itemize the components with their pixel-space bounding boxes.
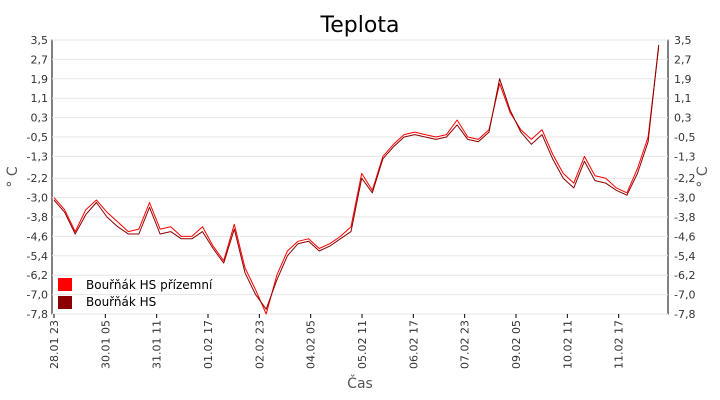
x-tick-label: 02.02 23	[253, 320, 266, 369]
series-line-1	[53, 47, 660, 315]
y-tick-label-left: -4,6	[27, 230, 48, 243]
y-tick-label-left: -0,5	[27, 131, 48, 144]
legend: Bouřňák HS přízemní Bouřňák HS	[58, 278, 213, 309]
x-axis-label: Čas	[347, 374, 373, 392]
x-tick-label: 09.02 05	[510, 320, 523, 369]
x-tick-label: 31.01 11	[151, 320, 164, 369]
y-tick-label-right: -3,8	[674, 211, 695, 224]
y-tick-label-right: -1,3	[674, 150, 695, 163]
x-tick-label: 04.02 05	[305, 320, 318, 369]
y-tick-label-left: 3,5	[31, 34, 49, 47]
x-tick-label: 06.02 17	[407, 320, 420, 369]
y-tick-label-left: -2,2	[27, 172, 48, 185]
y-tick-label-left: -6,2	[27, 269, 48, 282]
legend-label-2: Bouřňák HS	[86, 295, 156, 309]
x-tick-label: 11.02 17	[613, 320, 626, 369]
y-tick-label-right: -3,0	[674, 192, 695, 205]
x-tick-label: 01.02 17	[202, 320, 215, 369]
y-tick-label-right: 1,1	[674, 92, 692, 105]
plot-area	[51, 39, 669, 315]
x-ticks: 28.01 23 30.01 05 31.01 11 01.02 17 02.02 23…	[48, 314, 626, 369]
y-tick-label-left: -7,0	[27, 289, 48, 302]
y-axis-label-left: ° C	[5, 166, 21, 187]
y-axis-label-right: ° C	[695, 166, 711, 187]
y-tick-label-left: -7,8	[27, 308, 48, 321]
y-tick-label-left: -3,0	[27, 192, 48, 205]
legend-label-1: Bouřňák HS přízemní	[86, 278, 213, 292]
legend-swatch-2	[58, 296, 72, 309]
y-tick-label-right: -4,6	[674, 230, 695, 243]
y-tick-label-right: -7,0	[674, 289, 695, 302]
chart-title: Teplota	[320, 13, 400, 38]
y-tick-label-right: -5,4	[674, 250, 695, 263]
y-tick-label-left: -1,3	[27, 150, 48, 163]
y-tick-label-right: -2,2	[674, 172, 695, 185]
y-tick-label-left: 0,3	[31, 112, 49, 125]
series-line-2	[53, 44, 660, 310]
y-tick-label-right: 1,9	[674, 73, 692, 86]
y-tick-label-right: 0,3	[674, 112, 692, 125]
x-tick-label: 10.02 11	[561, 320, 574, 369]
y-tick-label-right: -6,2	[674, 269, 695, 282]
legend-swatch-1	[58, 278, 72, 291]
y-tick-label-left: 1,9	[31, 73, 49, 86]
y-tick-label-right: -7,8	[674, 308, 695, 321]
x-tick-label: 30.01 05	[99, 320, 112, 369]
y-tick-label-right: 3,5	[674, 34, 692, 47]
grid	[52, 39, 668, 315]
y-ticks-left: 3,5 2,7 1,9 1,1 0,3 -0,5 -1,3 -2,2 -3,0 -3,8 -4,6 -…	[27, 34, 48, 321]
y-tick-label-right: -0,5	[674, 131, 695, 144]
y-tick-label-left: -3,8	[27, 211, 48, 224]
y-tick-label-right: 2,7	[674, 53, 692, 66]
series-lines	[53, 44, 660, 315]
x-tick-label: 07.02 23	[459, 320, 472, 369]
x-tick-label: 28.01 23	[48, 320, 61, 369]
y-tick-label-left: 1,1	[31, 92, 49, 105]
x-tick-label: 05.02 11	[356, 320, 369, 369]
y-ticks-right: 3,5 2,7 1,9 1,1 0,3 -0,5 -1,3 -2,2 -3,0 -3,8 -4,6 -…	[674, 34, 695, 321]
y-tick-label-left: 2,7	[31, 53, 49, 66]
y-tick-label-left: -5,4	[27, 250, 48, 263]
